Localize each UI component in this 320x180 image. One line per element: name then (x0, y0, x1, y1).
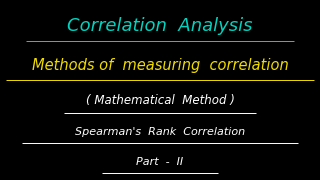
Text: Methods of  measuring  correlation: Methods of measuring correlation (32, 58, 288, 73)
Text: Part  -  II: Part - II (136, 157, 184, 167)
Text: ( Mathematical  Method ): ( Mathematical Method ) (85, 94, 235, 107)
Text: Spearman's  Rank  Correlation: Spearman's Rank Correlation (75, 127, 245, 137)
Text: Correlation  Analysis: Correlation Analysis (67, 17, 253, 35)
